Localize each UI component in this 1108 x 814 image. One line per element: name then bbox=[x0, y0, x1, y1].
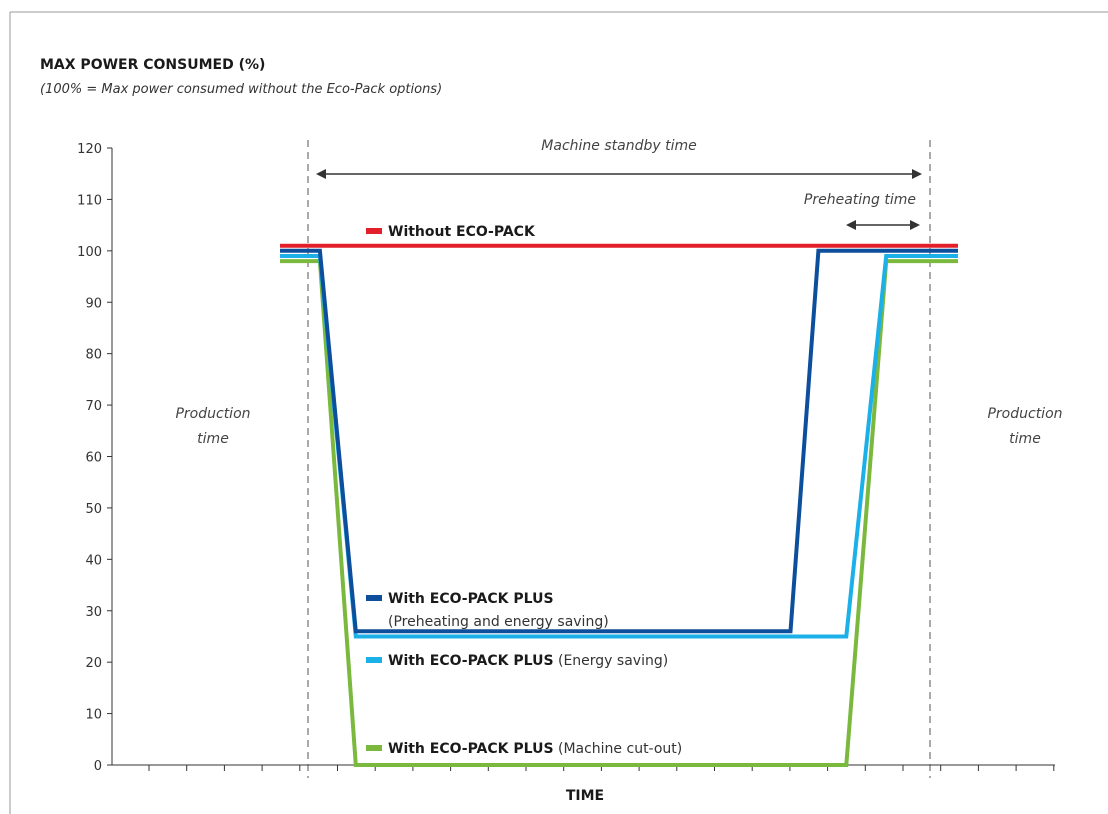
preheating-time-arrow bbox=[846, 220, 920, 230]
y-tick-label: 110 bbox=[77, 193, 102, 208]
annotations: Machine standby time Preheating time Produ… bbox=[175, 138, 1063, 778]
legend-eco-pack-plus-energy-saving: With ECO-PACK PLUS (Energy saving) bbox=[366, 653, 668, 669]
arrow-head-left bbox=[846, 220, 856, 230]
legend-series-name: With ECO-PACK PLUS bbox=[388, 653, 554, 669]
legend-swatch bbox=[366, 595, 382, 601]
arrow-head-right bbox=[910, 220, 920, 230]
legend-label: With ECO-PACK PLUS bbox=[388, 591, 554, 607]
legend-without-eco-pack: Without ECO-PACK bbox=[366, 224, 536, 240]
chart-subtitle: (100% = Max power consumed without the E… bbox=[40, 82, 442, 97]
y-tick-label: 50 bbox=[85, 502, 102, 517]
y-tick-label: 70 bbox=[85, 399, 102, 414]
standby-time-label: Machine standby time bbox=[541, 138, 696, 154]
arrow-head-left bbox=[316, 169, 326, 179]
production-time-right-line1: Production bbox=[987, 406, 1062, 422]
legend-swatch bbox=[366, 228, 382, 234]
legend-swatch bbox=[366, 745, 382, 751]
axes: 0 10 20 30 40 50 60 70 80 90 100 110 120 bbox=[77, 142, 1055, 774]
legend-series-name: With ECO-PACK PLUS bbox=[388, 591, 554, 607]
series-line-3 bbox=[280, 259, 958, 767]
legend-label: With ECO-PACK PLUS (Energy saving) bbox=[388, 653, 668, 669]
y-tick-label: 20 bbox=[85, 656, 102, 671]
y-tick-label: 90 bbox=[85, 296, 102, 311]
preheating-time-label: Preheating time bbox=[804, 192, 916, 208]
y-tick-label: 40 bbox=[85, 553, 102, 568]
y-tick-label: 120 bbox=[77, 142, 102, 157]
y-tick-label: 30 bbox=[85, 605, 102, 620]
series-line-2 bbox=[280, 254, 958, 639]
legend-eco-pack-plus-machine-cutout: With ECO-PACK PLUS (Machine cut-out) bbox=[366, 741, 682, 757]
series-lines bbox=[280, 243, 958, 767]
legend-series-note: (Machine cut-out) bbox=[554, 741, 683, 757]
legend-series-name: Without ECO-PACK bbox=[388, 224, 536, 240]
arrow-head-right bbox=[912, 169, 922, 179]
legend-label: Without ECO-PACK bbox=[388, 224, 536, 240]
x-axis-label: TIME bbox=[566, 788, 604, 804]
legend-series-note: (Energy saving) bbox=[554, 653, 669, 669]
production-time-left-line1: Production bbox=[175, 406, 250, 422]
legend-swatch bbox=[366, 657, 382, 663]
legend-label: With ECO-PACK PLUS (Machine cut-out) bbox=[388, 741, 682, 757]
y-tick-label: 80 bbox=[85, 348, 102, 363]
standby-time-arrow bbox=[316, 169, 922, 179]
chart-title: MAX POWER CONSUMED (%) bbox=[40, 57, 265, 73]
y-tick-label: 0 bbox=[94, 759, 102, 774]
y-tick-label: 100 bbox=[77, 245, 102, 260]
legend: Without ECO-PACK With ECO-PACK PLUS (Prehe… bbox=[366, 224, 682, 757]
y-tick-label: 10 bbox=[85, 708, 102, 723]
y-tick-label: 60 bbox=[85, 451, 102, 466]
production-time-right-line2: time bbox=[1009, 431, 1041, 447]
production-time-left-line2: time bbox=[197, 431, 229, 447]
legend-series-note: (Preheating and energy saving) bbox=[388, 614, 609, 630]
legend-eco-pack-plus-preheating: With ECO-PACK PLUS (Preheating and energy… bbox=[366, 591, 609, 630]
legend-series-name: With ECO-PACK PLUS bbox=[388, 741, 554, 757]
series-line-1 bbox=[280, 248, 958, 634]
